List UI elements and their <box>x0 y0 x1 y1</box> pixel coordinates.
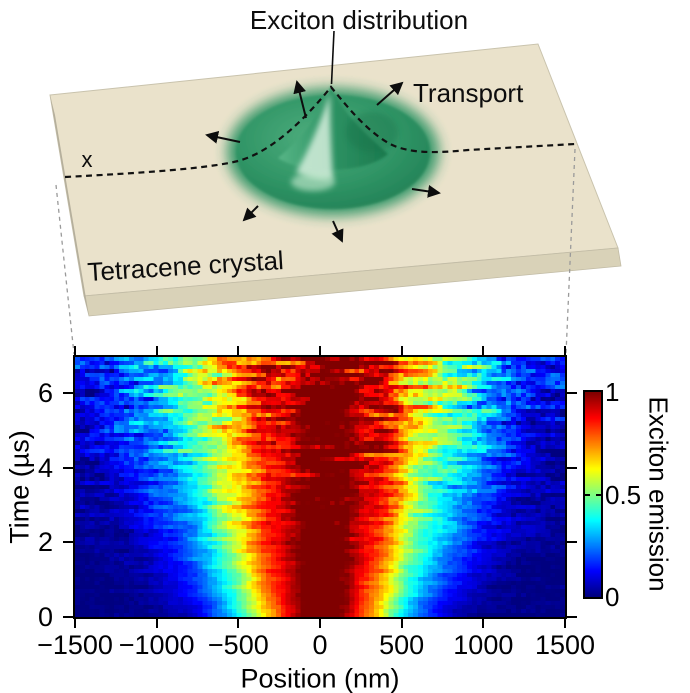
y-tick-right <box>567 541 577 544</box>
y-tick-label: 4 <box>37 452 53 483</box>
x-tick-top <box>74 346 76 355</box>
y-tick-label: 0 <box>37 602 53 632</box>
title-leader-line <box>330 30 335 85</box>
transport-label: Transport <box>413 78 524 108</box>
x-tick-top <box>237 346 240 355</box>
slab-left-face <box>50 95 89 316</box>
x-tick-top <box>564 346 566 355</box>
y-tick-label: 2 <box>37 527 53 558</box>
y-tick-label: 6 <box>37 377 53 408</box>
colorbar-tick-label: 1 <box>605 377 620 407</box>
transport-arrows <box>205 80 441 243</box>
x-tick-label: −1000 <box>118 630 195 660</box>
x-tick-bottom <box>482 619 485 628</box>
x-tick-bottom <box>74 619 76 628</box>
arrow-right <box>411 184 441 198</box>
arrow-left <box>205 130 241 144</box>
colorbar-label: Exciton emission <box>643 396 674 592</box>
colorbar-tick-left <box>585 493 590 496</box>
x-tick-label: −500 <box>207 630 269 660</box>
y-tick-left <box>63 616 73 618</box>
y-axis-label: Time (µs) <box>4 430 35 544</box>
y-tick-right <box>567 391 577 394</box>
x-tick-top <box>482 346 485 355</box>
y-tick-left <box>63 541 73 544</box>
x-tick-bottom <box>564 619 566 628</box>
y-tick-left <box>63 466 73 469</box>
y-tick-right <box>567 466 577 469</box>
y-tick-right <box>567 616 577 618</box>
x-tick-label: 500 <box>379 630 425 660</box>
colorbar-tick-right <box>596 493 601 496</box>
x-tick-label: 1000 <box>453 630 514 660</box>
arrow-up <box>293 80 307 119</box>
x-tick-label: 0 <box>312 630 328 660</box>
x-tick-top <box>400 346 403 355</box>
dome-highlight <box>296 92 333 180</box>
heatmap-canvas <box>75 357 565 617</box>
x-tick-bottom <box>237 619 240 628</box>
right-connector-dashed-line <box>565 148 576 355</box>
illustration-title: Exciton distribution <box>250 5 468 35</box>
x-tick-bottom <box>155 619 158 628</box>
x-tick-bottom <box>319 619 321 628</box>
arrow-down <box>331 220 344 243</box>
x-tick-top <box>155 346 158 355</box>
x-tick-label: −1500 <box>37 630 113 660</box>
y-tick-left <box>63 391 73 394</box>
arrow-down-left <box>242 205 259 222</box>
x-axis-label: Position (nm) <box>240 663 400 693</box>
colorbar-tick-label: 0 <box>605 582 620 612</box>
dome-lower-sheen <box>291 173 335 191</box>
x-tick-bottom <box>400 619 403 628</box>
colorbar <box>585 392 601 597</box>
arrow-up-right <box>376 81 404 106</box>
exciton-dome <box>227 86 439 216</box>
dome-right-shadow <box>346 112 398 152</box>
x-tick-top <box>319 346 321 355</box>
colorbar-tick-label: 0.5 <box>605 479 642 510</box>
crystal-illustration: Exciton distribution Transport x Tetrace… <box>49 5 622 355</box>
cut-line-gaussian-dashed <box>64 85 576 179</box>
cut-axis-label: x <box>82 147 93 172</box>
x-tick-label: 1500 <box>534 630 596 660</box>
